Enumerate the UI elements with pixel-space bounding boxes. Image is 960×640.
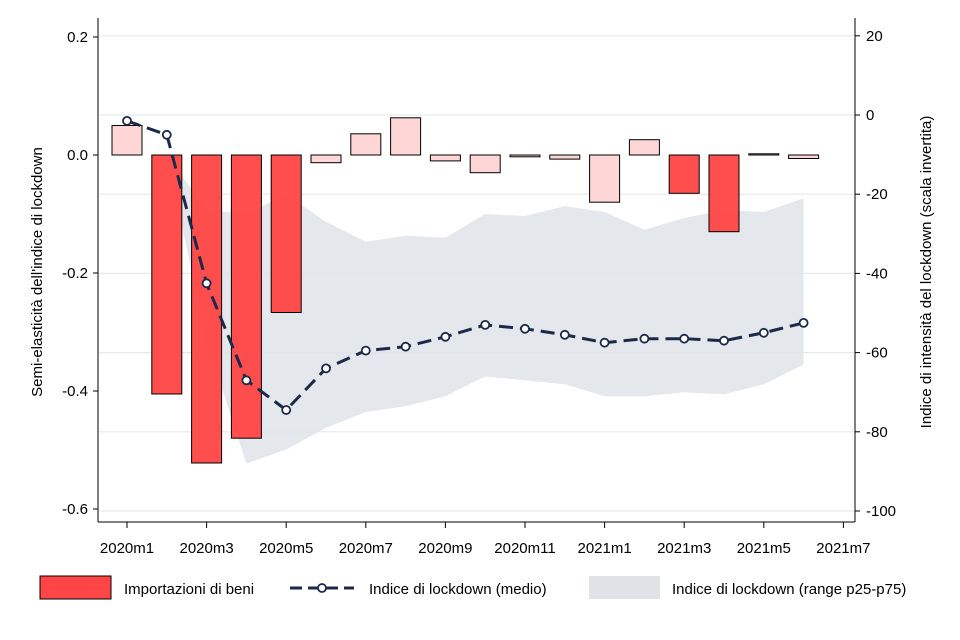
left-tick-label: -0.6	[62, 501, 88, 518]
bar-2021m6	[788, 154, 820, 159]
mean-point-2020m1	[122, 116, 132, 126]
right-tick-label: -40	[866, 265, 888, 282]
mean-point-2021m2	[639, 333, 650, 344]
right-tick-label: 20	[866, 28, 883, 45]
bar-2020m5	[270, 154, 302, 313]
mean-point-2020m2	[161, 129, 172, 140]
right-tick-label: -80	[866, 424, 888, 441]
mean-point-2020m12	[559, 329, 570, 340]
bar-2020m8	[390, 117, 422, 156]
bar-2020m11	[509, 154, 541, 158]
mean-point-2020m5	[281, 405, 292, 415]
x-tick-label: 2021m3	[657, 540, 711, 557]
mean-point-2021m1	[599, 337, 610, 348]
bar-2021m1	[589, 154, 621, 203]
left-tick-label: -0.2	[62, 265, 88, 282]
bar-2020m10	[469, 154, 501, 174]
legend-swatch-mean-marker	[317, 583, 327, 593]
bar-2021m2	[628, 139, 660, 156]
x-tick-label: 2020m3	[179, 540, 233, 557]
bar-2020m6	[310, 154, 342, 164]
right-axis-title: Indice di intensità del lockdown (scala …	[918, 116, 935, 429]
mean-line-path	[126, 119, 804, 412]
bar-2020m4	[230, 154, 262, 439]
left-tick-label: -0.4	[62, 383, 88, 400]
legend-label-imports: Importazioni di beni	[124, 581, 254, 598]
bar-2020m12	[549, 154, 581, 160]
left-tick-label: 0.2	[67, 29, 88, 46]
mean-point-2020m11	[520, 323, 530, 334]
mean-point-2021m5	[758, 327, 769, 338]
mean-point-2020m8	[400, 341, 411, 352]
range-area-polygon	[127, 115, 804, 464]
mean-point-2021m3	[679, 333, 690, 344]
bar-2021m3	[668, 154, 700, 194]
mean-point-2020m3	[201, 278, 212, 289]
mean-point-2021m6	[798, 317, 809, 328]
legend-swatch-imports	[39, 575, 112, 600]
right-tick-label: 0	[866, 107, 874, 124]
x-tick-label: 2020m5	[259, 540, 313, 557]
axes: 0.2 0.0 -0.2 -0.4 -0.6 20 0 -20 -40 -60 -80 -100 202…	[62, 18, 896, 557]
lockdown-mean-line	[122, 116, 809, 415]
mean-point-2020m9	[440, 331, 451, 342]
legend-swatch-range	[589, 576, 660, 599]
legend-label-range: Indice di lockdown (range p25-p75)	[672, 581, 906, 598]
bar-2020m9	[429, 154, 461, 162]
x-tick-label: 2020m7	[339, 540, 393, 557]
x-tick-label: 2021m7	[816, 540, 870, 557]
x-tick-label: 2020m11	[494, 540, 555, 557]
mean-point-2020m4	[241, 375, 252, 386]
x-tick-label: 2021m5	[737, 540, 791, 557]
legend-label-mean: Indice di lockdown (medio)	[369, 581, 547, 598]
bar-2020m2	[151, 154, 183, 395]
bar-2021m5	[748, 153, 780, 156]
right-tick-label: -20	[866, 186, 888, 203]
x-tick-label: 2020m1	[100, 540, 154, 557]
legend: Importazioni di beni Indice di lockdown …	[39, 575, 906, 600]
right-tick-label: -100	[866, 503, 896, 520]
bar-series	[111, 117, 820, 464]
lockdown-range-area	[127, 115, 804, 464]
mean-point-2021m4	[719, 335, 729, 346]
bar-2020m1	[111, 125, 143, 156]
left-axis-title: Semi-elasticità dell'indice di lockdown	[29, 147, 46, 397]
right-tick-label: -60	[866, 345, 888, 362]
mean-point-2020m6	[321, 363, 331, 374]
x-tick-label: 2020m9	[418, 540, 472, 557]
left-tick-label: 0.0	[67, 147, 88, 164]
x-tick-label: 2021m1	[577, 540, 631, 557]
mean-point-2020m10	[480, 319, 491, 330]
mean-point-2020m7	[360, 345, 371, 356]
bar-2020m7	[350, 133, 382, 156]
bar-2021m4	[708, 154, 740, 233]
